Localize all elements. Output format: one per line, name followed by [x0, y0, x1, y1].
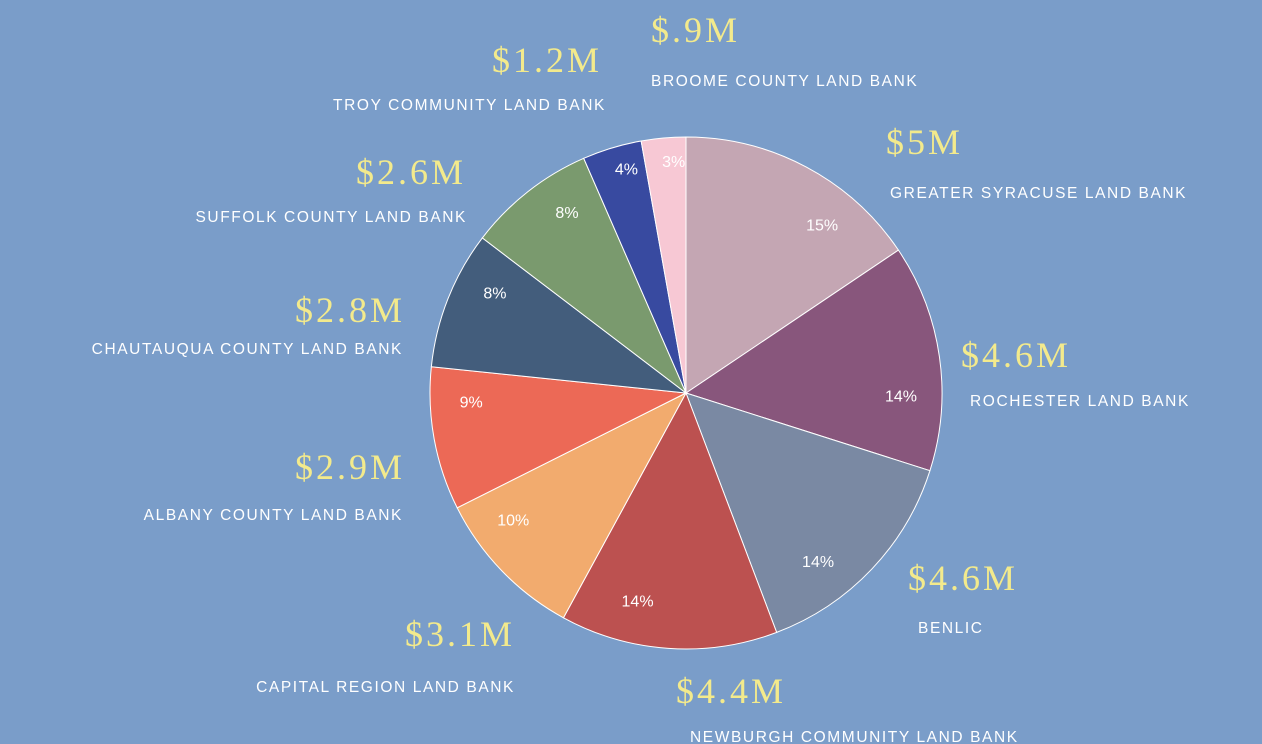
category-label: TROY COMMUNITY LAND BANK	[333, 97, 606, 114]
category-label: NEWBURGH COMMUNITY LAND BANK	[690, 729, 1019, 744]
category-label: CAPITAL REGION LAND BANK	[256, 679, 515, 696]
percent-label: 14%	[802, 554, 834, 571]
pie-slice	[562, 391, 778, 650]
pie-slice	[456, 391, 688, 619]
percent-label: 3%	[662, 154, 685, 171]
percent-label: 15%	[806, 218, 838, 235]
pie-slice	[430, 237, 688, 394]
category-label: ALBANY COUNTY LAND BANK	[144, 507, 403, 524]
percent-label: 9%	[460, 395, 483, 412]
pie-slice	[640, 136, 687, 394]
amount-label: $3.1M	[405, 614, 515, 654]
category-label: SUFFOLK COUNTY LAND BANK	[195, 209, 467, 226]
amount-label: $1.2M	[492, 40, 602, 80]
amount-label: $4.4M	[676, 671, 786, 711]
percent-label: 8%	[483, 286, 506, 303]
category-label: CHAUTAUQUA COUNTY LAND BANK	[92, 341, 403, 358]
category-label: BROOME COUNTY LAND BANK	[651, 73, 918, 90]
percent-label: 14%	[622, 594, 654, 611]
percent-label: 10%	[497, 512, 529, 529]
pie-slice	[685, 136, 900, 394]
category-label: BENLIC	[918, 620, 984, 637]
category-label: GREATER SYRACUSE LAND BANK	[890, 185, 1187, 202]
amount-label: $2.8M	[295, 290, 405, 330]
amount-label: $2.9M	[295, 447, 405, 487]
pie-slice	[429, 366, 688, 509]
amount-label: $5M	[886, 122, 963, 162]
amount-label: $2.6M	[356, 152, 466, 192]
amount-label: $4.6M	[961, 335, 1071, 375]
pie-slice	[685, 392, 931, 634]
category-label: ROCHESTER LAND BANK	[970, 393, 1190, 410]
percent-label: 14%	[885, 389, 917, 406]
pie-slice	[684, 249, 943, 472]
percent-label: 8%	[555, 205, 578, 222]
pie-slice	[481, 157, 688, 395]
amount-label: $4.6M	[908, 558, 1018, 598]
amount-label: $.9M	[651, 10, 740, 50]
percent-label: 4%	[615, 162, 638, 179]
